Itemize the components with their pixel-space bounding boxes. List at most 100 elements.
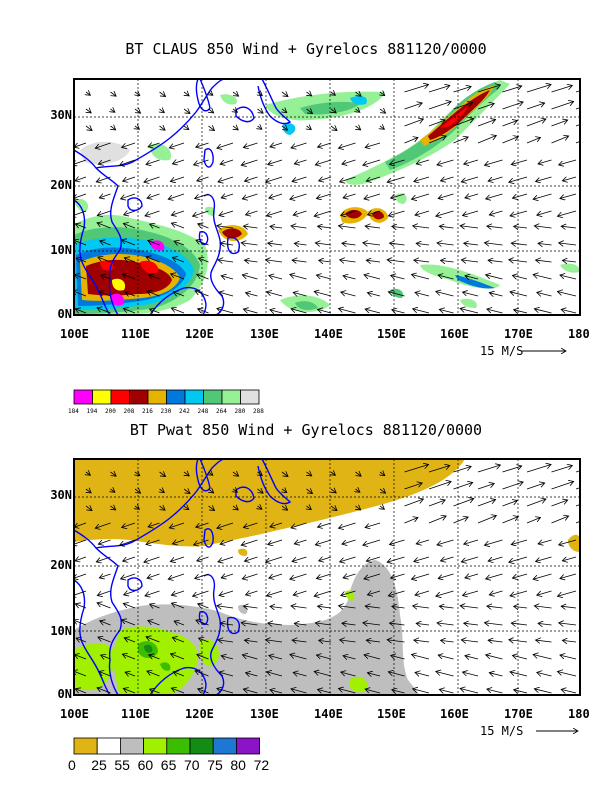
wind-arrow [387,176,405,182]
wind-arrow [219,210,234,216]
wind-arrow [171,688,185,694]
wind-arrow [135,126,139,129]
colorbar-swatch [166,737,191,755]
wind-arrow [461,556,479,562]
colorbar-label: 288 [253,408,264,415]
wind-arrow [363,243,381,245]
coastline [257,459,292,505]
wind-arrow [477,85,500,93]
wind-arrow [331,489,336,493]
wind-arrow [551,466,573,473]
wind-arrow [559,159,577,165]
wind-arrow [488,556,503,561]
wind-arrow [243,226,258,228]
panel2-wind-vectors [74,465,580,694]
panel1-xlabel-150e: 150E [377,327,406,341]
wind-arrow [511,623,528,625]
coastline [203,574,225,695]
wind-arrow [267,672,283,677]
wind-arrow [331,472,335,475]
wind-arrow [198,309,209,313]
wind-arrow [74,590,87,596]
wind-arrow [502,466,522,473]
wind-arrow [484,623,503,625]
wind-arrow [365,606,381,608]
wind-arrow [557,672,577,677]
wind-arrow [341,210,356,216]
wind-arrow [575,107,580,110]
colorbar-swatch [92,389,112,405]
wind-arrow [75,557,87,561]
wind-arrow [342,539,356,544]
wind-arrow [100,621,111,625]
wind-arrow [367,673,381,676]
wind-arrow [269,573,283,578]
wind-arrow [99,291,111,297]
wind-arrow [171,210,185,215]
wind-arrow [121,193,136,199]
wind-arrow [404,138,418,144]
wind-arrow [477,484,494,490]
wind-arrow [199,638,209,642]
wind-arrow [195,291,209,297]
wind-arrow [148,240,160,246]
wind-arrow [268,159,283,165]
wind-arrow [465,276,479,279]
panel1-ylabel-20n: 20N [50,178,72,192]
wind-arrow [428,516,446,524]
wind-arrow [74,193,87,199]
wind-arrow [74,573,87,579]
wind-arrow [145,210,160,216]
wind-arrow [183,109,190,114]
wind-arrow [172,160,185,164]
wind-arrow [148,620,160,626]
wind-arrow [415,672,430,676]
panel1-xlabel-100e: 100E [60,327,89,341]
wind-arrow [74,654,87,660]
wind-arrow [341,292,356,297]
wind-arrow [561,606,577,608]
wind-arrow [438,573,454,579]
wind-arrow [536,260,552,262]
wind-arrow [314,590,332,596]
wind-arrow [270,143,283,147]
wind-arrow [193,210,209,216]
wind-arrow [367,591,381,595]
wind-arrow [387,556,405,562]
wind-arrow [148,143,160,147]
coastline [195,459,211,492]
wind-arrow [502,517,519,524]
coastline [198,231,209,246]
wind-arrow [489,673,503,676]
wind-arrow [246,211,258,215]
wind-arrow [74,522,87,527]
wind-arrow [184,506,189,510]
wind-arrow [560,275,577,280]
wind-arrow [413,606,430,608]
wind-arrow [184,126,189,130]
wind-arrow [319,260,332,262]
wind-arrow [318,309,332,313]
wind-arrow [96,176,111,182]
wind-arrow [306,489,313,494]
wind-arrow [159,92,166,97]
wind-arrow [363,623,381,625]
wind-arrow [172,540,185,544]
coastline [203,528,214,548]
wind-arrow [171,654,185,660]
wind-arrow [85,506,92,511]
wind-arrow [537,590,552,595]
wind-arrow [220,539,234,544]
wind-arrow [380,472,385,476]
colorbar-swatch [203,389,223,405]
wind-arrow [343,656,356,659]
wind-arrow [100,241,111,245]
wind-arrow [244,640,258,642]
wind-arrow [246,673,258,676]
wind-arrow [243,522,258,528]
wind-arrow [365,689,381,694]
wind-arrow [269,193,283,198]
wind-arrow [147,193,160,198]
wind-arrow [266,260,283,262]
wind-arrow [512,275,528,279]
